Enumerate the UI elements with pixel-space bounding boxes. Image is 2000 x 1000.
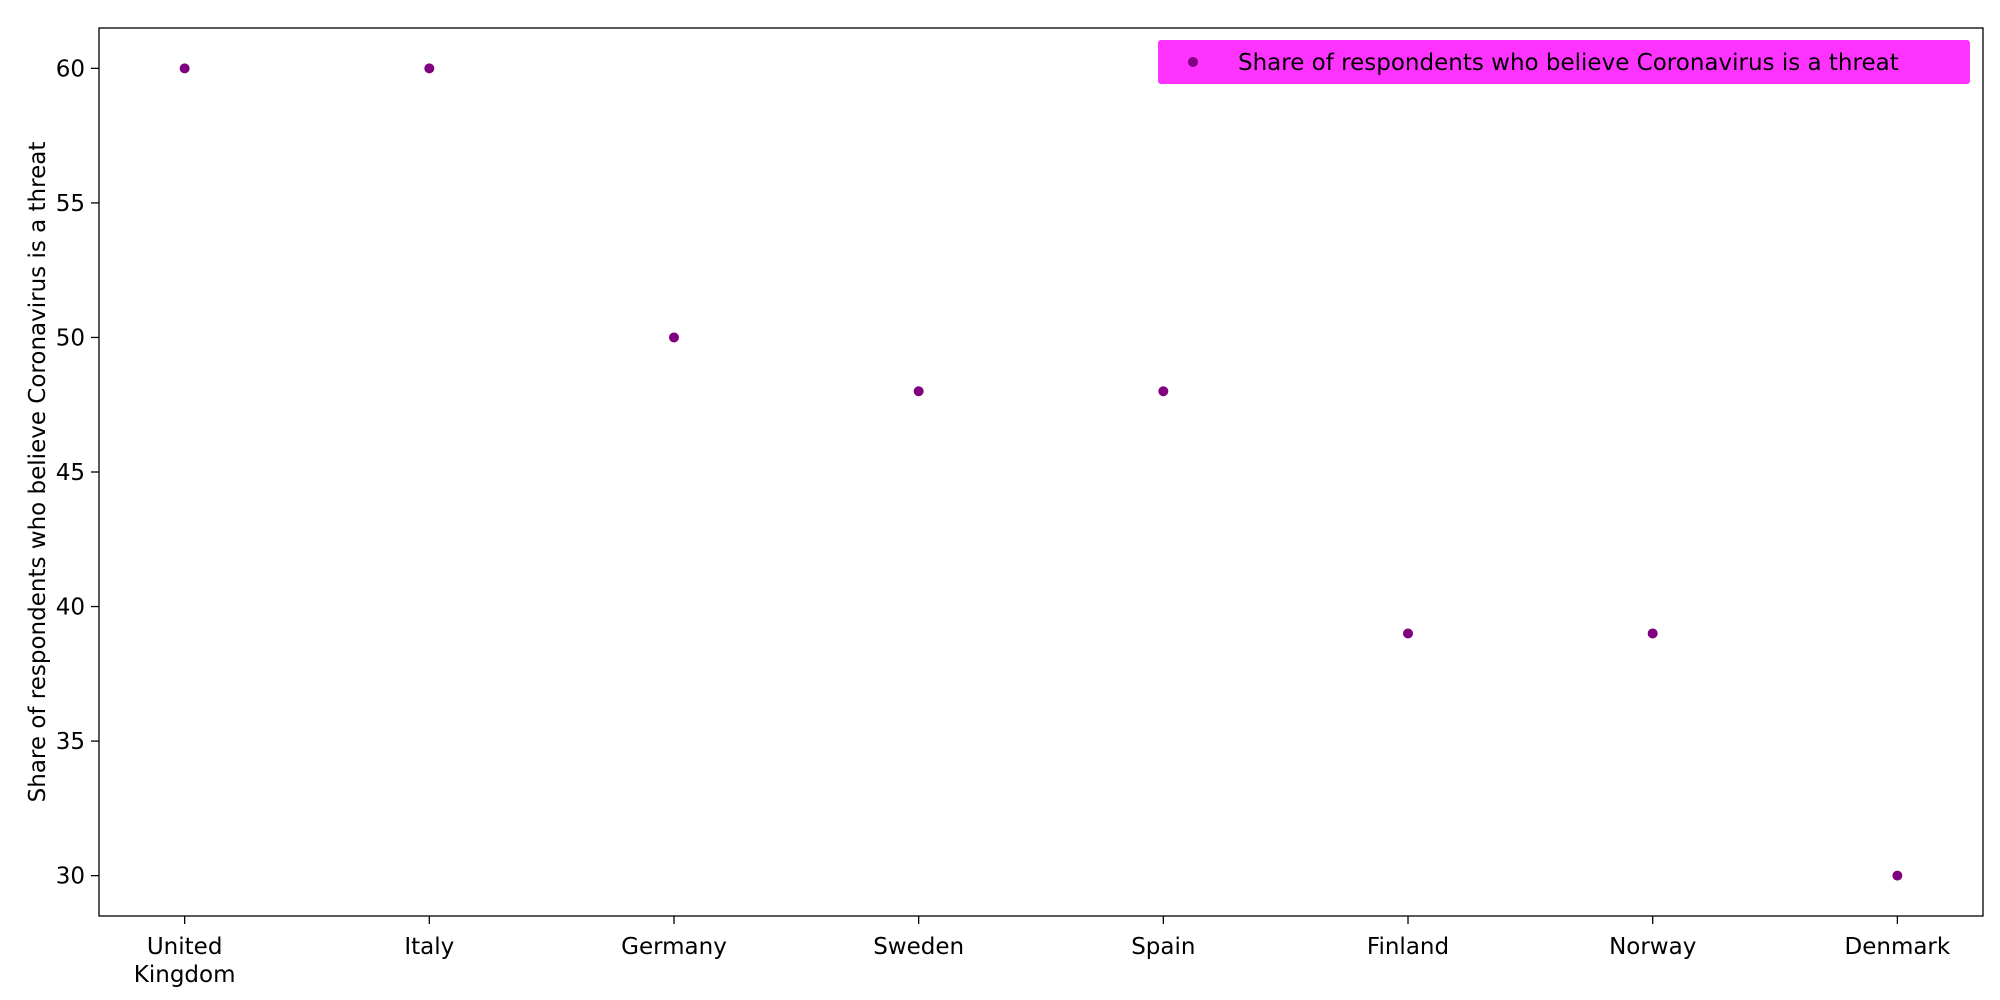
x-tick-label: Sweden: [873, 934, 964, 960]
y-tick-label: 55: [56, 191, 85, 217]
data-point: [1892, 870, 1903, 881]
x-tick-label: Spain: [1131, 934, 1195, 960]
legend-box: [1158, 40, 1970, 84]
x-tick-label: Italy: [404, 934, 454, 960]
y-tick-label: 35: [56, 729, 85, 755]
x-tick-label: United Kingdom: [134, 934, 236, 988]
x-tick-label: Norway: [1609, 934, 1696, 960]
y-tick-label: 45: [56, 460, 85, 486]
data-point: [1403, 628, 1414, 639]
data-point: [1647, 628, 1658, 639]
plot-area: [98, 27, 1984, 917]
x-tick-label: Denmark: [1845, 934, 1951, 960]
legend-label: Share of respondents who believe Coronav…: [1238, 50, 1899, 76]
data-point: [1158, 386, 1169, 397]
y-tick-label: 50: [56, 325, 85, 351]
x-tick-label: Germany: [621, 934, 727, 960]
data-point: [424, 63, 435, 74]
y-axis-label: Share of respondents who believe Coronav…: [25, 142, 51, 803]
data-point: [668, 332, 679, 343]
y-tick-label: 40: [56, 595, 85, 621]
x-axis: United Kingdom Italy Germany Sweden Spain Finl…: [134, 916, 1951, 988]
legend-marker: [1188, 57, 1198, 67]
data-points: [179, 63, 1903, 881]
y-axis: 30 35 40 45 50 55 60: [56, 56, 99, 890]
x-tick-label: Finland: [1367, 934, 1449, 960]
data-point: [913, 386, 924, 397]
y-tick-label: 30: [56, 864, 85, 890]
legend: Share of respondents who believe Coronav…: [1158, 40, 1970, 84]
data-point: [179, 63, 190, 74]
y-tick-label: 60: [56, 56, 85, 82]
